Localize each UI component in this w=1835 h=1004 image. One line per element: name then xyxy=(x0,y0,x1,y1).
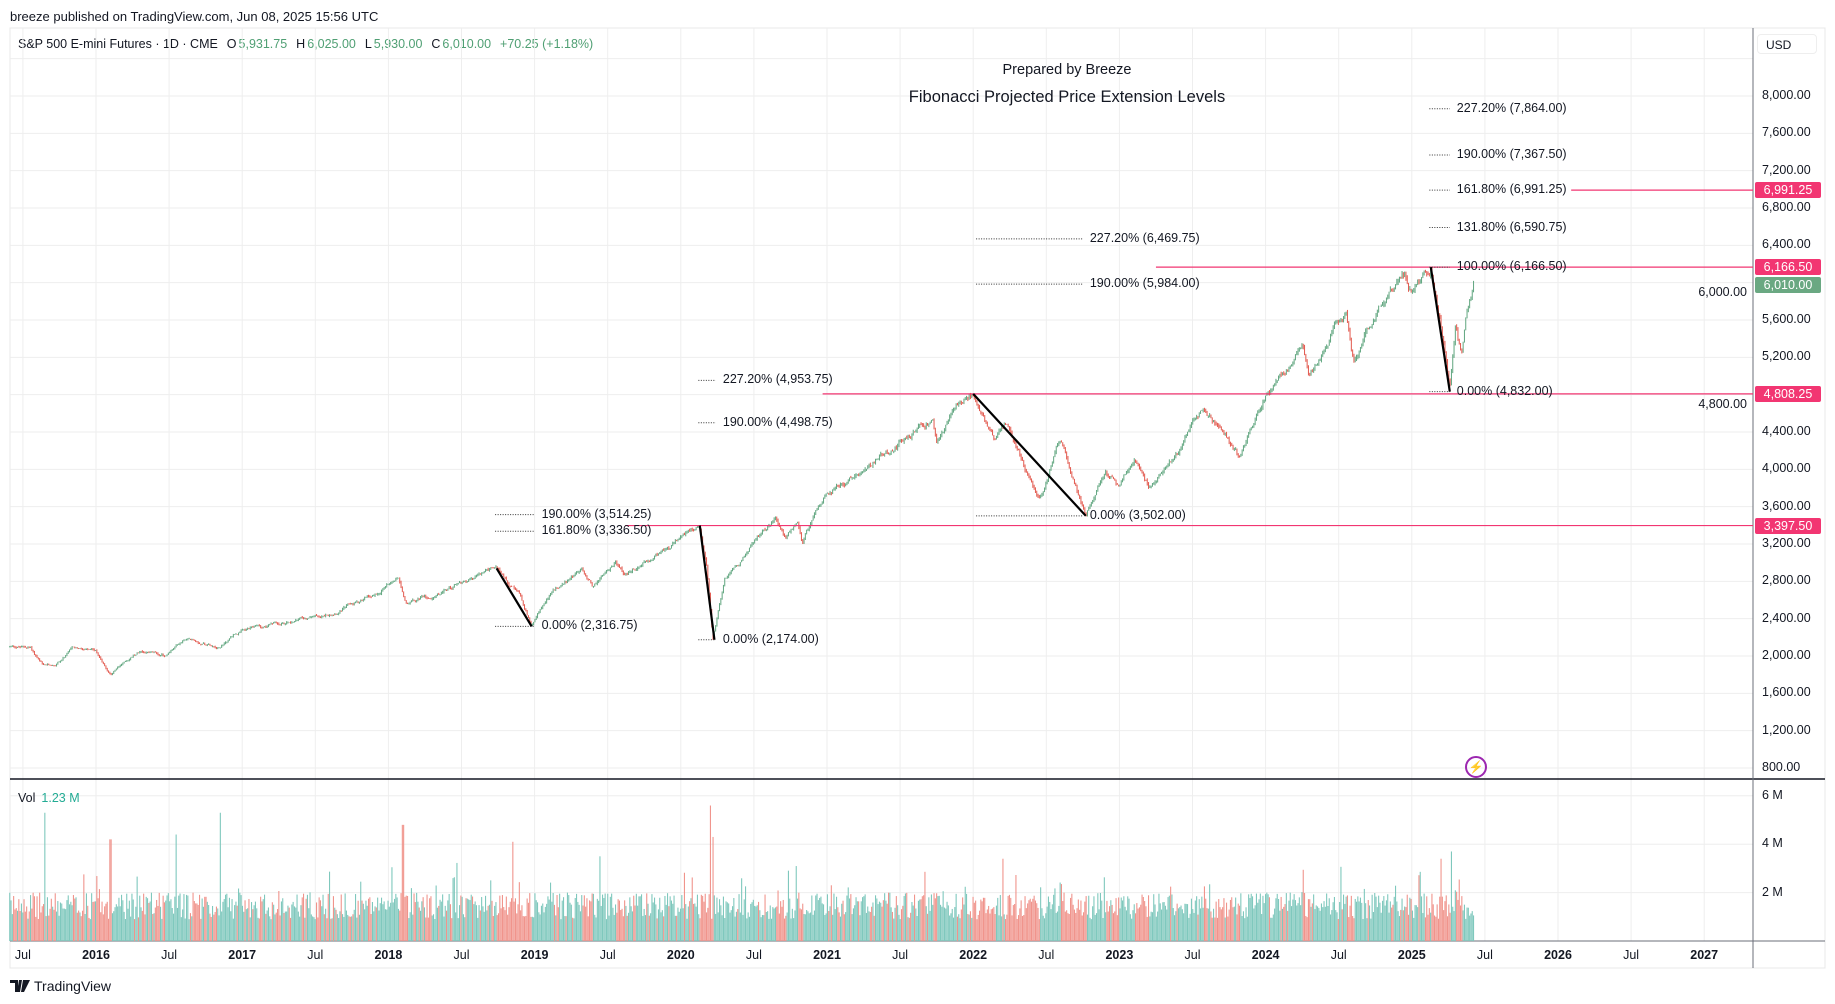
price-tick-label: 1,600.00 xyxy=(1762,685,1811,700)
high-label: H xyxy=(296,37,306,51)
chart-title: Fibonacci Projected Price Extension Leve… xyxy=(908,88,1226,106)
time-tick-label: 2027 xyxy=(1690,948,1719,962)
close-label: C xyxy=(431,37,441,51)
swing-trend-line xyxy=(698,525,716,640)
volume-legend: Vol 1.23 M xyxy=(18,791,80,805)
time-tick-label: 2021 xyxy=(813,948,841,962)
price-level-badge: 6,991.25 xyxy=(1755,182,1821,199)
prepared-by-text: Prepared by Breeze xyxy=(1002,62,1132,78)
time-tick-label: Jul xyxy=(14,948,31,962)
price-tick-label: 4,000.00 xyxy=(1762,461,1811,476)
fib-level-label: 0.00% (2,316.75) xyxy=(541,618,638,633)
high-value: 6,025.00 xyxy=(307,37,356,51)
price-tick-label: 800.00 xyxy=(1762,760,1801,774)
time-tick-label: Jul xyxy=(307,948,324,962)
fib-level-label: 190.00% (5,984.00) xyxy=(1089,276,1200,291)
last-price-badge: 6,010.00 xyxy=(1755,277,1821,294)
open-value: 5,931.75 xyxy=(238,37,288,51)
time-tick-label: 2019 xyxy=(520,948,549,962)
low-value: 5,930.00 xyxy=(373,37,423,51)
time-tick-label: Jul xyxy=(892,948,909,962)
close-value: 6,010.00 xyxy=(442,37,492,51)
price-level-badge: 4,808.25 xyxy=(1755,385,1821,402)
volume-label: Vol xyxy=(18,791,36,805)
fib-level-label: 190.00% (4,498.75) xyxy=(722,414,833,429)
price-level-badge: 3,397.50 xyxy=(1755,517,1821,534)
time-tick-label: Jul xyxy=(453,948,470,962)
time-tick-label: Jul xyxy=(1476,948,1493,962)
price-tick-label: 7,200.00 xyxy=(1762,162,1811,177)
price-tick-label: 6,400.00 xyxy=(1762,237,1811,252)
price-tick-label: 8,000.00 xyxy=(1762,88,1811,102)
price-tick-label: 1,200.00 xyxy=(1762,722,1811,737)
price-tick-label: 3,200.00 xyxy=(1762,536,1811,550)
fib-level-label: 227.20% (7,864.00) xyxy=(1456,100,1567,115)
time-tick-label: Jul xyxy=(1038,948,1055,962)
time-tick-label: 2024 xyxy=(1251,948,1280,962)
time-tick-label: 2016 xyxy=(82,948,110,962)
price-level-badge: 6,166.50 xyxy=(1755,259,1821,276)
currency-button[interactable]: USD xyxy=(1757,34,1817,54)
time-tick-label: Jul xyxy=(1184,948,1201,962)
price-tick-label: 2,800.00 xyxy=(1762,573,1811,588)
fib-level-label: 131.80% (6,590.75) xyxy=(1456,219,1567,234)
price-tick-label: 3,600.00 xyxy=(1762,498,1811,513)
volume-tick-label: 6 M xyxy=(1762,787,1783,802)
volume-tick-label: 2 M xyxy=(1762,884,1783,899)
symbol-legend: S&P 500 E-mini Futures · 1D · CME O 5,931… xyxy=(18,37,595,51)
lightning-icon[interactable]: ⚡ xyxy=(1465,756,1487,778)
price-tick-label: 6,000.00 xyxy=(1698,284,1747,299)
time-tick-label: 2017 xyxy=(228,948,257,962)
fib-level-label: 227.20% (6,469.75) xyxy=(1089,230,1200,245)
change-value: +70.25 (+1.18%) xyxy=(500,37,594,51)
volume-bars xyxy=(9,805,1475,941)
chart-frame xyxy=(9,27,1826,969)
time-tick-label: Jul xyxy=(1330,948,1347,962)
price-tick-label: 4,400.00 xyxy=(1762,424,1811,438)
time-tick-label: 2023 xyxy=(1105,948,1134,962)
fib-level-label: 227.20% (4,953.75) xyxy=(722,372,833,387)
tradingview-brand: TradingView xyxy=(34,978,112,994)
swing-trend-line xyxy=(495,567,533,628)
swing-trend-line xyxy=(972,393,1087,517)
price-tick-label: 5,200.00 xyxy=(1762,349,1811,364)
fib-level-label: 161.80% (3,336.50) xyxy=(541,523,652,538)
price-tick-label: 2,400.00 xyxy=(1762,610,1811,625)
fib-level-label: 0.00% (2,174.00) xyxy=(722,631,819,646)
time-tick-label: 2022 xyxy=(959,948,988,962)
tradingview-footer[interactable]: TradingView xyxy=(10,978,111,994)
time-tick-label: Jul xyxy=(745,948,762,962)
candles xyxy=(9,267,1475,676)
fib-level-label: 190.00% (3,514.25) xyxy=(541,506,652,521)
fib-level-label: 161.80% (6,991.25) xyxy=(1456,182,1567,197)
fib-level-label: 0.00% (3,502.00) xyxy=(1089,507,1186,522)
fib-level-label: 0.00% (4,832.00) xyxy=(1456,383,1553,398)
time-tick-label: 2020 xyxy=(666,948,695,962)
fib-level-label: 100.00% (6,166.50) xyxy=(1456,259,1567,274)
tradingview-logo-icon xyxy=(10,980,30,992)
time-tick-label: 2026 xyxy=(1544,948,1572,962)
swing-trend-line xyxy=(1429,266,1451,392)
time-tick-label: Jul xyxy=(1623,948,1640,962)
price-tick-label: 4,800.00 xyxy=(1698,396,1747,411)
time-tick-label: Jul xyxy=(599,948,616,962)
volume-value: 1.23 M xyxy=(41,791,80,805)
time-tick-label: 2018 xyxy=(374,948,403,962)
open-label: O xyxy=(226,37,237,51)
price-tick-label: 5,600.00 xyxy=(1762,312,1811,326)
price-tick-label: 7,600.00 xyxy=(1762,125,1811,140)
price-tick-label: 2,000.00 xyxy=(1762,648,1811,662)
publisher-line: breeze published on TradingView.com, Jun… xyxy=(10,9,379,24)
symbol-name[interactable]: S&P 500 E-mini Futures · 1D · CME xyxy=(18,37,218,51)
time-tick-label: 2025 xyxy=(1397,948,1426,962)
time-tick-label: Jul xyxy=(161,948,178,962)
volume-tick-label: 4 M xyxy=(1762,836,1783,851)
fib-level-label: 190.00% (7,367.50) xyxy=(1456,147,1567,162)
low-label: L xyxy=(364,37,372,51)
price-tick-label: 6,800.00 xyxy=(1762,200,1811,214)
